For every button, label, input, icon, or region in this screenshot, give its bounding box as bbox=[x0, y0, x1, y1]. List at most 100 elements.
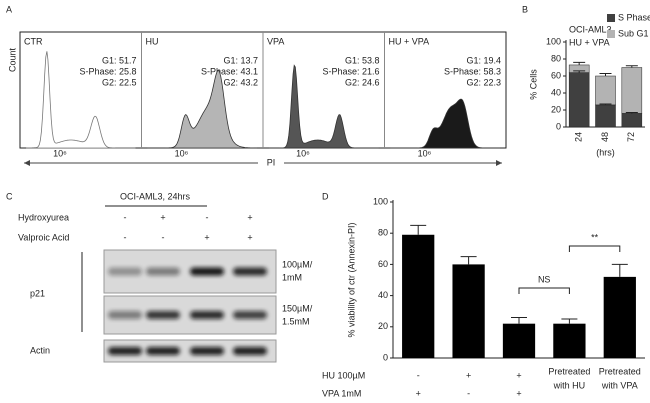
blot-band bbox=[108, 267, 142, 276]
arrowhead bbox=[496, 160, 502, 166]
blot-band bbox=[233, 267, 267, 276]
annotation: HU + VPA bbox=[569, 37, 610, 47]
x-axis-label: (hrs) bbox=[596, 147, 615, 157]
flow-sample-name: CTR bbox=[24, 36, 43, 46]
legend-swatch bbox=[607, 30, 615, 38]
blot-dose: 100µM/ bbox=[282, 259, 313, 269]
flow-stat: S-Phase: 58.3 bbox=[444, 66, 501, 76]
blot-band bbox=[108, 347, 142, 355]
x-tick-label: 72 bbox=[626, 132, 636, 142]
condition-sign: + bbox=[416, 388, 421, 398]
y-tick-label: 40 bbox=[378, 290, 388, 300]
bar-segment bbox=[621, 67, 643, 114]
flow-tick-label: 10⁶ bbox=[53, 148, 67, 158]
error-bar bbox=[625, 65, 638, 68]
flow-stat: G1: 19.4 bbox=[466, 55, 501, 65]
panel-letter: A bbox=[6, 4, 12, 14]
legend-swatch bbox=[607, 14, 615, 22]
legend-label: Sub G1 bbox=[618, 28, 649, 38]
bar-segment bbox=[595, 75, 616, 106]
error-bar bbox=[599, 103, 612, 105]
treatment-label: Hydroxyurea bbox=[18, 212, 69, 222]
panel-letter: C bbox=[6, 191, 13, 201]
blot-band bbox=[190, 311, 224, 319]
flow-stat: S-Phase: 25.8 bbox=[79, 66, 136, 76]
y-tick-label: 20 bbox=[378, 321, 388, 331]
condition-label: HU 100µM bbox=[322, 370, 365, 380]
bar bbox=[603, 276, 636, 358]
condition-sign: + bbox=[516, 370, 521, 380]
y-tick-label: 80 bbox=[378, 228, 388, 238]
flow-ylabel: Count bbox=[7, 48, 17, 73]
blot-dose: 1mM bbox=[282, 272, 302, 282]
condition-sign: + bbox=[466, 370, 471, 380]
treatment-sign: + bbox=[204, 232, 209, 242]
error-bar bbox=[410, 224, 427, 235]
flow-sample-name: HU bbox=[146, 36, 159, 46]
panel-letter: B bbox=[522, 4, 528, 14]
x-tick-label: 24 bbox=[574, 132, 584, 142]
flow-stat: G2: 22.5 bbox=[102, 77, 137, 87]
flow-xlabel: PI bbox=[267, 157, 276, 167]
blot-band bbox=[146, 311, 180, 319]
blot-band bbox=[233, 347, 267, 355]
flow-stat: S-Phase: 21.6 bbox=[322, 66, 379, 76]
significance-bracket bbox=[518, 287, 570, 294]
bar bbox=[553, 323, 586, 358]
treatment-sign: - bbox=[124, 212, 127, 222]
y-tick-label: 60 bbox=[378, 259, 388, 269]
error-bar bbox=[511, 316, 527, 324]
legend-label: S Phase bbox=[618, 12, 650, 22]
error-bar bbox=[611, 263, 628, 277]
flow-histogram bbox=[269, 64, 379, 149]
treatment-sign: - bbox=[162, 232, 165, 242]
condition-sign: - bbox=[417, 370, 420, 380]
y-tick-label: 80 bbox=[551, 53, 561, 63]
bar bbox=[452, 264, 485, 358]
flow-stat: G1: 13.7 bbox=[223, 55, 258, 65]
condition-label: VPA 1mM bbox=[322, 388, 361, 398]
x-tick-label: Pretreated bbox=[599, 366, 641, 376]
y-tick-label: 0 bbox=[556, 121, 561, 131]
blot-band bbox=[190, 267, 224, 276]
flow-tick-label: 10⁶ bbox=[418, 148, 432, 158]
error-bar bbox=[460, 256, 477, 265]
y-tick-label: 0 bbox=[383, 352, 388, 362]
bar bbox=[402, 234, 435, 358]
y-tick-label: 100 bbox=[373, 196, 388, 206]
error-bar bbox=[573, 61, 586, 65]
significance-label: NS bbox=[538, 274, 551, 284]
y-tick-label: 20 bbox=[551, 104, 561, 114]
flow-histogram bbox=[390, 98, 500, 149]
bar-segment bbox=[568, 72, 590, 128]
flow-stat: G2: 43.2 bbox=[223, 77, 258, 87]
error-bar bbox=[573, 70, 586, 73]
error-bar bbox=[599, 72, 612, 76]
flow-stat: G1: 51.7 bbox=[102, 55, 137, 65]
annotation: OCI-AML3 bbox=[569, 24, 612, 34]
blot-title: OCI-AML3, 24hrs bbox=[120, 191, 191, 201]
y-tick-label: 40 bbox=[551, 87, 561, 97]
y-axis-label: % viability of ctr (Annexin-PI) bbox=[346, 222, 356, 337]
x-tick-label: with VPA bbox=[601, 380, 638, 390]
blot-dose: 1.5mM bbox=[282, 316, 310, 326]
treatment-sign: + bbox=[160, 212, 165, 222]
blot-marker: Actin bbox=[30, 345, 50, 355]
flow-stat: G2: 24.6 bbox=[345, 77, 380, 87]
arrowhead bbox=[24, 160, 30, 166]
condition-sign: - bbox=[467, 388, 470, 398]
x-tick-label: 48 bbox=[600, 132, 610, 142]
blot-band bbox=[108, 311, 142, 319]
treatment-label: Valproic Acid bbox=[18, 232, 69, 242]
blot-band bbox=[146, 347, 180, 355]
bar-segment bbox=[621, 113, 643, 128]
treatment-sign: + bbox=[247, 212, 252, 222]
flow-stat: G2: 22.3 bbox=[466, 77, 501, 87]
bar-segment bbox=[595, 104, 616, 128]
flow-sample-name: HU + VPA bbox=[389, 36, 430, 46]
panel-letter: D bbox=[322, 191, 329, 201]
x-tick-label: Pretreated bbox=[548, 366, 590, 376]
treatment-sign: + bbox=[247, 232, 252, 242]
blot-band bbox=[190, 347, 224, 355]
flow-histogram bbox=[26, 51, 136, 149]
